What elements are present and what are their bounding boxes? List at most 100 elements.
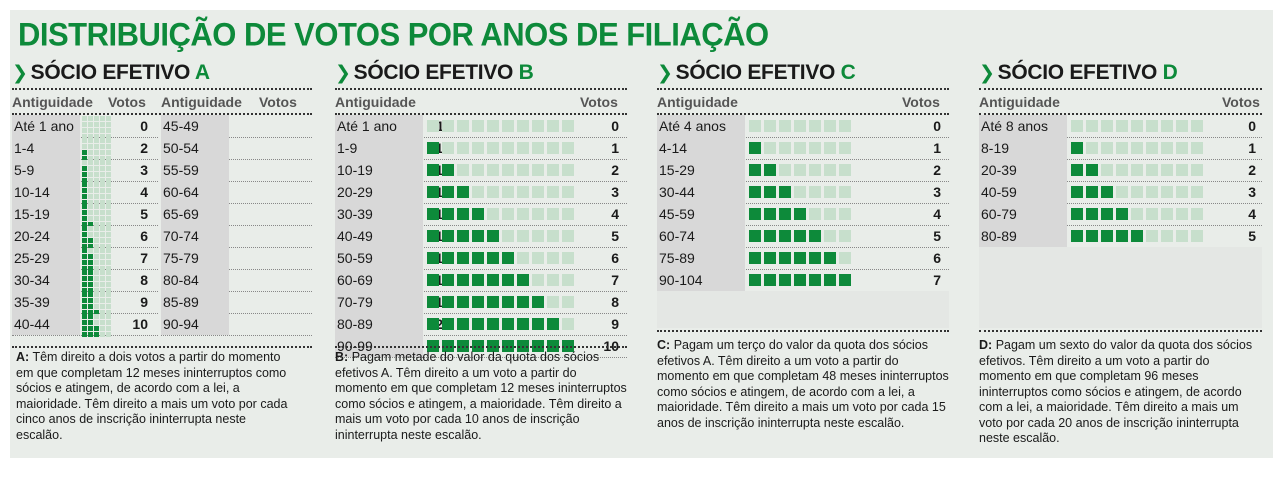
vote-square-filled [502, 274, 514, 286]
row-label: 30-39 [337, 206, 373, 222]
vote-square-empty [88, 134, 93, 139]
row-label: 65-69 [163, 206, 199, 222]
note-d: D: Pagam um sexto do valor da quota dos … [979, 338, 1262, 447]
vote-square-empty [547, 252, 559, 264]
row-label: 1-4 [14, 140, 35, 156]
vote-square-empty [94, 320, 99, 325]
vote-square-empty [106, 134, 111, 139]
vote-square-empty [88, 122, 93, 127]
vote-square-empty [106, 288, 111, 293]
label-background [161, 203, 229, 225]
table-row: 60-6414 [161, 181, 451, 205]
vote-square-filled [764, 274, 776, 286]
panel-socio-d: ❯ SÓCIO EFETIVO D Antiguidade Votos Até 8… [979, 60, 1262, 450]
vote-square-empty [106, 304, 111, 309]
vote-square-empty [1176, 230, 1188, 242]
row-label: 45-59 [659, 206, 695, 222]
vote-square-empty [106, 204, 111, 209]
vote-square-empty [82, 160, 87, 165]
vote-square-empty [1146, 208, 1158, 220]
divider [12, 113, 312, 115]
vote-value: 9 [140, 294, 148, 310]
vote-square-filled [94, 332, 99, 337]
vote-square-empty [1086, 120, 1098, 132]
vote-value: 8 [611, 294, 619, 310]
vote-square-filled [472, 230, 484, 242]
vote-value: 5 [140, 206, 148, 222]
vote-square-empty [442, 120, 454, 132]
vote-square-empty [1176, 186, 1188, 198]
vote-square-empty [839, 142, 851, 154]
vote-square-empty [106, 200, 111, 205]
vote-square-empty [100, 122, 105, 127]
vote-value: 5 [933, 228, 941, 244]
vote-square-filled [82, 156, 87, 161]
label-background [161, 291, 229, 313]
vote-square-filled [427, 186, 439, 198]
vote-square-filled [88, 320, 93, 325]
vote-square-empty [532, 186, 544, 198]
vote-square-empty [106, 276, 111, 281]
vote-square-empty [100, 304, 105, 309]
vote-square-filled [532, 296, 544, 308]
vote-square-filled [442, 296, 454, 308]
vote-square-filled [427, 296, 439, 308]
vote-square-filled [1101, 208, 1113, 220]
divider [12, 88, 312, 90]
vote-square-filled [1101, 186, 1113, 198]
vote-square-empty [1176, 164, 1188, 176]
vote-square-empty [457, 142, 469, 154]
label-background [979, 115, 1067, 137]
label-background [657, 159, 745, 181]
label-background [161, 181, 229, 203]
label-background [657, 269, 745, 291]
label-background [979, 159, 1067, 181]
vote-square-filled [517, 296, 529, 308]
vote-square-empty [562, 252, 574, 264]
vote-square-empty [1131, 186, 1143, 198]
vote-value: 3 [611, 184, 619, 200]
label-background [161, 247, 229, 269]
label-background [657, 181, 745, 203]
vote-square-empty [794, 142, 806, 154]
table-row: 65-6915 [161, 203, 451, 227]
divider [335, 346, 627, 348]
table-row: 15-19 5 [12, 203, 158, 227]
vote-value: 7 [611, 272, 619, 288]
vote-square-empty [517, 230, 529, 242]
table-row: 60-79 4 [979, 203, 1262, 226]
row-separator [335, 203, 627, 204]
vote-square-empty [106, 332, 111, 337]
row-separator [657, 203, 949, 204]
vote-square-empty [88, 182, 93, 187]
row-label: 4-14 [659, 140, 688, 156]
vote-square-empty [106, 188, 111, 193]
row-label: 5-9 [14, 162, 35, 178]
vote-square-empty [94, 226, 99, 231]
vote-square-empty [1131, 164, 1143, 176]
vote-square-empty [1101, 164, 1113, 176]
vote-square-empty [88, 178, 93, 183]
vote-square-filled [88, 238, 93, 243]
vote-square-filled [1116, 208, 1128, 220]
table-row: 80-8418 [161, 269, 451, 293]
vote-square-filled [764, 186, 776, 198]
vote-square-filled [82, 248, 87, 253]
vote-square-filled [427, 208, 439, 220]
vote-square-filled [457, 274, 469, 286]
divider [657, 113, 949, 115]
vote-square-filled [809, 252, 821, 264]
vote-square-empty [100, 200, 105, 205]
vote-square-filled [88, 260, 93, 265]
vote-square-empty [94, 232, 99, 237]
vote-square-empty [100, 332, 105, 337]
vote-square-empty [100, 260, 105, 265]
row-separator [161, 313, 312, 314]
vote-square-empty [100, 144, 105, 149]
vote-square-empty [100, 222, 105, 227]
label-background [335, 115, 423, 137]
vote-square-empty [82, 122, 87, 127]
vote-square-empty [547, 186, 559, 198]
vote-square-empty [517, 120, 529, 132]
row-label: 50-59 [337, 250, 373, 266]
